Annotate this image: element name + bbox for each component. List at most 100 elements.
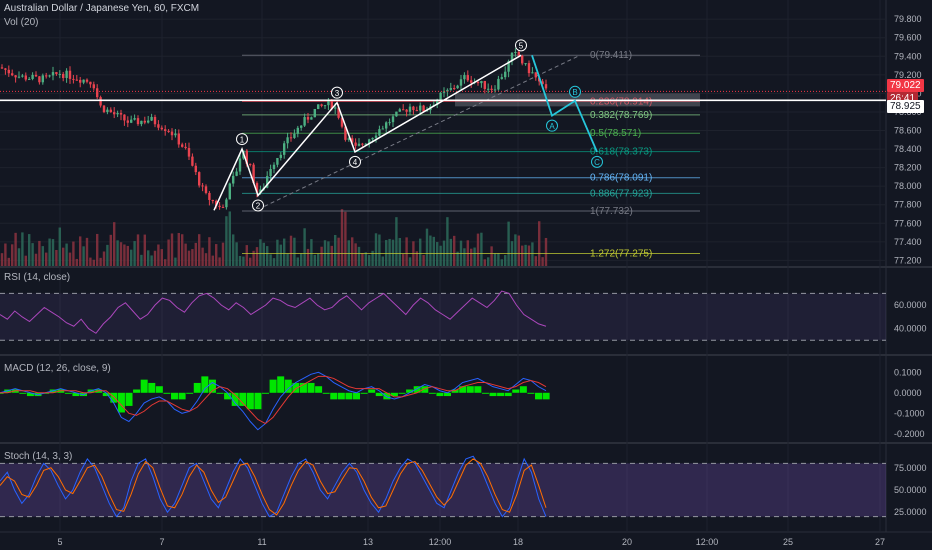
volume-bar	[181, 234, 184, 266]
candle-body	[126, 120, 129, 123]
candle-body	[221, 207, 225, 209]
volume-bar	[167, 239, 170, 266]
candle-body	[422, 105, 425, 112]
volume-bar	[531, 242, 534, 266]
candle-body	[303, 117, 306, 126]
volume-bar	[89, 257, 92, 266]
candle-body	[72, 78, 75, 80]
volume-bar	[340, 209, 344, 266]
macd-histogram-bar	[322, 392, 330, 394]
candle-body	[170, 131, 174, 136]
elliott-wave-labels: 1 2 3 4 5 A B C	[236, 39, 603, 212]
candle-body	[96, 88, 99, 98]
macd-histogram-bar	[368, 389, 376, 393]
candle-body	[385, 122, 388, 129]
time-tick-label: 25	[783, 537, 793, 547]
volume-bar	[0, 253, 4, 266]
volume-bar	[85, 237, 89, 266]
volume-bar	[198, 234, 201, 266]
candle-body	[191, 156, 194, 166]
fib-level-label: 0.236(78.914)	[590, 96, 652, 107]
volume-bar	[419, 238, 422, 266]
stoch-band	[0, 462, 886, 518]
volume-bar	[147, 250, 150, 266]
volume-bar	[514, 234, 517, 266]
candle-body	[62, 73, 65, 78]
volume-bar	[490, 246, 493, 266]
volume-bar	[17, 248, 21, 266]
candle-body	[504, 71, 507, 78]
macd-histogram-bar	[406, 389, 414, 393]
candle-body	[357, 143, 361, 146]
candle-body	[211, 199, 214, 201]
candle-body	[215, 200, 218, 206]
candle-body	[493, 89, 497, 91]
candle-body	[313, 109, 316, 118]
volume-bar	[58, 227, 61, 266]
candle-body	[541, 81, 544, 85]
volume-bar	[65, 243, 68, 266]
volume-bar	[102, 251, 106, 266]
price-tick-label: 79.400	[894, 51, 922, 61]
fib-level-label: 1.272(77.275)	[590, 248, 652, 259]
macd-histogram-bar	[390, 392, 398, 397]
macd-histogram-bar	[436, 392, 444, 397]
volume-bar	[96, 233, 99, 266]
macd-histogram-bar	[133, 389, 141, 393]
candle-body	[388, 122, 391, 124]
volume-bar	[75, 258, 78, 266]
candle-body	[21, 75, 24, 77]
volume-bar	[487, 257, 490, 266]
candle-body	[317, 104, 320, 110]
candle-body	[41, 75, 44, 83]
macd-histogram-bar	[497, 392, 505, 397]
macd-histogram-bar	[383, 392, 391, 400]
candle-body	[514, 52, 517, 54]
candle-body	[446, 89, 449, 92]
candle-body	[300, 125, 303, 128]
time-tick-label: 12:00	[429, 537, 452, 547]
volume-bar	[544, 237, 548, 266]
candle-body	[483, 80, 486, 89]
volume-bar	[208, 237, 211, 266]
macd-histogram-bar	[216, 392, 224, 394]
time-tick-label: 12:00	[696, 537, 719, 547]
candle-body	[405, 109, 408, 112]
stoch-d-line	[0, 458, 547, 516]
volume-bar	[364, 252, 367, 266]
volume-bar	[221, 242, 225, 266]
volume-bar	[521, 245, 524, 266]
volume-bar	[136, 234, 140, 266]
macd-histogram-bar	[262, 392, 270, 394]
volume-bar	[449, 238, 452, 266]
wave-label: 1	[240, 135, 245, 144]
volume-bar	[408, 257, 412, 266]
volume-bar	[170, 233, 174, 266]
volume-bar	[337, 237, 340, 266]
volume-bar	[527, 245, 531, 266]
macd-histogram-bar	[299, 382, 307, 393]
candle-body	[269, 168, 272, 177]
volume-bar	[79, 236, 82, 266]
volume-bar	[126, 245, 129, 266]
volume-bar	[446, 217, 449, 266]
candle-body	[439, 92, 442, 100]
macd-histogram-bar	[26, 392, 34, 397]
volume-bar	[388, 238, 391, 266]
candle-body	[327, 99, 330, 106]
macd-histogram-bar	[148, 382, 156, 393]
volume-bar	[262, 242, 265, 266]
candle-body	[252, 164, 255, 184]
macd-histogram-bar	[330, 392, 338, 400]
volume-bar	[303, 228, 306, 266]
candle-body	[4, 68, 7, 70]
candle-body	[408, 106, 412, 112]
elliott-wave-lines	[213, 54, 598, 211]
volume-bar	[272, 258, 276, 266]
candle-body	[500, 77, 503, 79]
time-tick-label: 27	[875, 537, 885, 547]
macd-histogram-bar	[19, 392, 27, 394]
volume-bar	[28, 234, 31, 266]
volume-bar	[123, 244, 126, 266]
